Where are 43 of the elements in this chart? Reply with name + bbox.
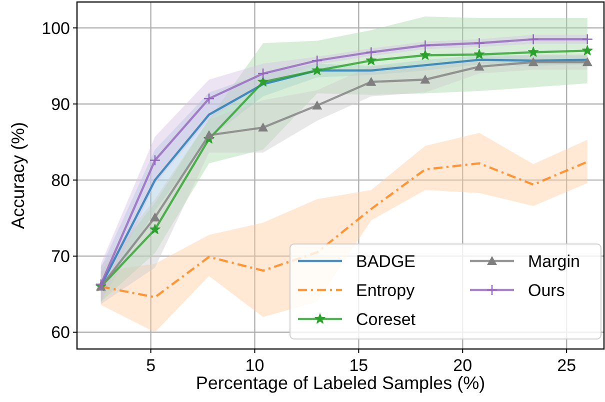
point xyxy=(258,122,268,132)
legend-label: Entropy xyxy=(356,280,416,300)
point xyxy=(311,54,323,66)
x-tick-label: 10 xyxy=(245,356,264,375)
point xyxy=(258,76,269,87)
point xyxy=(366,76,376,86)
x-tick-label: 15 xyxy=(349,356,368,375)
point xyxy=(528,34,539,45)
y-tick-label: 100 xyxy=(42,18,70,38)
y-tick-label: 70 xyxy=(51,247,70,266)
point xyxy=(366,54,377,66)
point xyxy=(366,46,377,58)
point xyxy=(150,212,160,222)
point xyxy=(420,40,431,52)
point xyxy=(257,68,269,80)
point xyxy=(474,37,485,49)
point xyxy=(420,74,430,84)
point xyxy=(474,48,485,60)
point xyxy=(149,224,160,234)
y-tick-label: 80 xyxy=(51,171,70,190)
point xyxy=(582,44,593,56)
point xyxy=(528,57,538,66)
x-tick-label: 25 xyxy=(557,356,576,375)
legend-label: Margin xyxy=(528,252,580,271)
y-tick-label: 60 xyxy=(51,323,70,342)
point xyxy=(312,100,322,110)
point xyxy=(474,62,484,71)
legend-label: Coreset xyxy=(356,310,416,329)
x-tick-label: 20 xyxy=(453,356,472,375)
x-tick-label: 5 xyxy=(146,356,156,375)
point xyxy=(312,64,323,76)
point xyxy=(203,92,215,104)
point xyxy=(582,34,594,45)
point xyxy=(149,154,161,166)
legend-label: BADGE xyxy=(356,252,416,271)
y-axis-title: Accuracy (%) xyxy=(8,122,28,230)
point xyxy=(582,57,592,66)
legend-label: Ours xyxy=(528,280,565,300)
y-tick-label: 90 xyxy=(51,94,70,114)
x-axis-title: Percentage of Labeled Samples (%) xyxy=(196,373,486,393)
point xyxy=(420,50,431,60)
point xyxy=(204,130,214,140)
point xyxy=(528,46,539,57)
